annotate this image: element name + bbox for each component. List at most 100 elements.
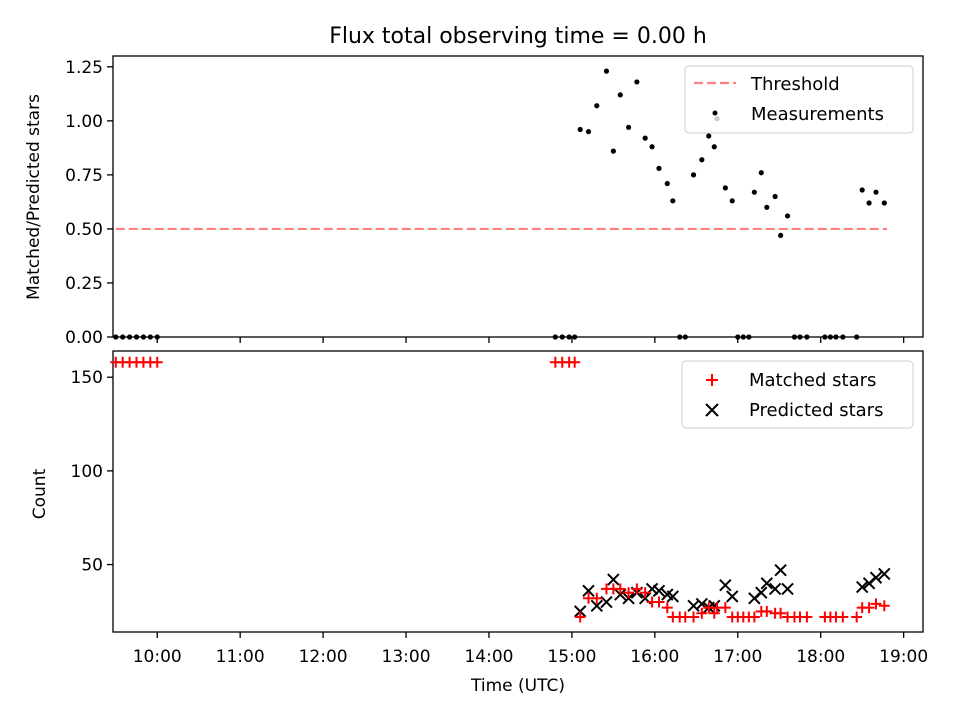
- predicted-star-point: [768, 582, 782, 596]
- top-y-axis-label: Matched/Predicted stars: [24, 94, 44, 300]
- predicted-stroke: [614, 588, 627, 601]
- measurement-point: [120, 334, 126, 340]
- predicted-star-point: [622, 592, 635, 605]
- bottom-x-tick-label: 19:00: [879, 647, 928, 667]
- predicted-stroke: [582, 584, 595, 597]
- predicted-star-point: [755, 586, 768, 599]
- legend-measurements-label: Measurements: [751, 104, 884, 125]
- measurement-point: [664, 180, 670, 187]
- predicted-stroke: [726, 590, 739, 603]
- x-axis-label: Time (UTC): [470, 676, 565, 696]
- bottom-y-tick-label: 100: [71, 462, 103, 482]
- measurement-point: [577, 126, 583, 133]
- matched-star-point: [851, 611, 863, 623]
- top-y-tick-label: 0.25: [65, 274, 103, 294]
- predicted-star-point: [719, 578, 732, 592]
- legend-predicted-swatch: [705, 403, 719, 417]
- matched-star-point: [661, 602, 673, 614]
- predicted-star-point: [666, 590, 680, 603]
- top-y-ticks: 0.00 0.25 0.50 0.75 1.00 1.25: [65, 58, 113, 348]
- bottom-y-ticks: 50 100 150: [71, 368, 113, 576]
- matched-star-point: [775, 607, 787, 619]
- measurement-point: [113, 334, 119, 340]
- predicted-stroke: [607, 573, 620, 586]
- predicted-star-point: [652, 584, 666, 597]
- predicted-star-point: [855, 580, 869, 594]
- measurement-point: [690, 172, 697, 178]
- bottom-x-tick-label: 17:00: [713, 647, 762, 667]
- measurement-point: [840, 334, 846, 340]
- matched-star-point: [151, 356, 163, 368]
- predicted-stroke: [768, 582, 782, 596]
- top-legend-box: [684, 65, 914, 134]
- measurement-point: [140, 334, 147, 340]
- measurement-point: [791, 334, 798, 340]
- matched-star-point: [837, 611, 849, 623]
- measurement-point: [649, 144, 655, 150]
- measurement-point: [585, 129, 592, 135]
- legend-matched-label: Matched stars: [749, 370, 876, 391]
- measurement-point: [859, 187, 865, 193]
- predicted-stroke: [695, 597, 709, 611]
- predicted-stroke: [719, 578, 732, 592]
- bottom-y-tick-label: 50: [81, 556, 103, 576]
- predicted-stroke: [590, 599, 603, 612]
- top-plot-marks: [113, 68, 888, 340]
- measurement-point: [804, 334, 810, 340]
- predicted-stroke: [869, 571, 883, 584]
- matched-star-point: [653, 596, 665, 608]
- legend-matched-swatch: [706, 374, 718, 386]
- bottom-legend: Matched stars Predicted stars: [681, 360, 914, 429]
- bottom-x-tick-label: 18:00: [796, 647, 845, 667]
- legend-threshold-label: Threshold: [750, 74, 840, 95]
- top-y-tick-label: 0.75: [65, 166, 103, 186]
- predicted-stroke: [774, 563, 787, 577]
- measurement-point: [711, 144, 717, 150]
- measurement-point: [610, 148, 616, 154]
- top-axes-frame: [112, 55, 924, 338]
- matched-star-point: [623, 587, 635, 599]
- predicted-star-point: [607, 573, 620, 586]
- measurement-point: [625, 124, 632, 130]
- predicted-stroke: [622, 592, 635, 605]
- predicted-star-point: [781, 582, 794, 596]
- measurement-point: [552, 334, 558, 340]
- measurement-point: [603, 68, 610, 74]
- measurement-point: [617, 92, 623, 98]
- predicted-stroke: [781, 582, 794, 596]
- measurement-point: [656, 165, 662, 171]
- top-x-ticks: [156, 337, 905, 343]
- measurement-point: [854, 334, 860, 340]
- matched-star-point: [863, 602, 875, 614]
- measurement-point: [634, 79, 640, 85]
- predicted-stroke: [687, 599, 700, 612]
- measurement-point: [873, 189, 879, 195]
- measurement-point: [566, 334, 572, 340]
- predicted-stroke: [661, 588, 674, 601]
- matched-star-point: [801, 611, 813, 623]
- measurement-point: [594, 103, 600, 109]
- measurement-point: [682, 334, 688, 340]
- measurement-point: [126, 334, 133, 340]
- bottom-x-tick-label: 10:00: [133, 647, 182, 667]
- predicted-stroke: [878, 567, 891, 581]
- measurement-point: [778, 232, 784, 239]
- measurement-point: [772, 193, 778, 200]
- top-y-tick-label: 1.00: [65, 112, 103, 132]
- matched-star-point: [574, 611, 586, 623]
- measurement-point: [729, 198, 735, 204]
- matched-star-point: [569, 356, 581, 368]
- measurement-point: [735, 334, 741, 340]
- measurement-point: [764, 204, 770, 210]
- predicted-stroke: [708, 599, 721, 612]
- predicted-star-point: [600, 595, 613, 609]
- predicted-star-point: [590, 599, 603, 612]
- bottom-x-tick-label: 11:00: [216, 647, 265, 667]
- predicted-star-point: [573, 605, 587, 618]
- bottom-x-tick-label: 12:00: [299, 647, 348, 667]
- matched-star-point: [614, 583, 626, 595]
- measurement-point: [746, 334, 752, 340]
- legend-predicted-label: Predicted stars: [749, 400, 883, 421]
